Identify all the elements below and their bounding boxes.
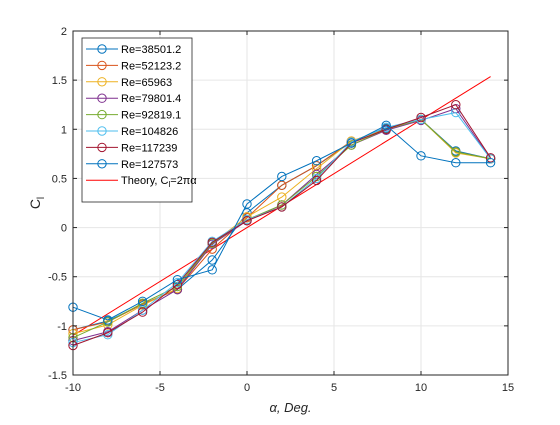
plot-frame bbox=[72, 30, 509, 376]
data-point bbox=[485, 158, 496, 168]
y-tick-label: 1 bbox=[61, 124, 67, 136]
legend-label: Re=92819.1 bbox=[121, 110, 181, 122]
data-point bbox=[172, 274, 183, 285]
legend-swatch-marker bbox=[97, 44, 107, 54]
data-point bbox=[103, 328, 113, 338]
legend-label: Re=117239 bbox=[121, 142, 177, 154]
legend-swatch-marker bbox=[97, 93, 107, 103]
legend-label: Theory, Cl=2πα bbox=[121, 175, 197, 189]
legend-item: Re=65963 bbox=[86, 77, 172, 89]
svg-text:Cl: Cl bbox=[27, 197, 47, 209]
data-point bbox=[311, 156, 322, 166]
legend-swatch-marker bbox=[97, 77, 107, 87]
data-point bbox=[416, 112, 426, 123]
y-tick-label: 0.5 bbox=[52, 173, 67, 185]
legend-swatch-marker bbox=[97, 126, 107, 136]
legend-label: Re=65963 bbox=[121, 77, 172, 89]
data-point bbox=[416, 151, 426, 161]
x-tick-label: -5 bbox=[155, 382, 165, 394]
data-point bbox=[451, 107, 461, 118]
legend-item: Re=52123.2 bbox=[86, 60, 181, 72]
data-point bbox=[207, 265, 217, 275]
data-point bbox=[311, 163, 322, 174]
legend-item: Re=79801.4 bbox=[86, 93, 181, 105]
y-tick-label: 0 bbox=[61, 223, 67, 235]
data-point bbox=[103, 320, 113, 330]
data-point bbox=[242, 215, 252, 226]
data-point bbox=[277, 192, 287, 202]
y-axis-label-sub: l bbox=[36, 197, 47, 199]
x-tick-label: -10 bbox=[65, 382, 81, 394]
x-tick-label: 0 bbox=[244, 382, 250, 394]
legend-label: Re=104826 bbox=[121, 126, 178, 138]
y-tick-label: 2 bbox=[61, 26, 67, 38]
data-point bbox=[137, 296, 148, 306]
legend-item: Re=92819.1 bbox=[86, 110, 181, 122]
data-point bbox=[207, 255, 217, 265]
legend-swatch-marker bbox=[97, 109, 107, 120]
y-tick-label: -0.5 bbox=[48, 272, 67, 284]
x-tick-label: 10 bbox=[415, 382, 427, 394]
legend-swatch-marker bbox=[97, 159, 107, 169]
x-axis-label: α, Deg. bbox=[269, 400, 311, 415]
y-tick-label: -1.5 bbox=[48, 370, 67, 382]
legend-label: Re=38501.2 bbox=[121, 44, 181, 56]
legend-label: Re=52123.2 bbox=[121, 60, 181, 72]
data-point bbox=[172, 279, 183, 290]
series-line bbox=[72, 124, 491, 321]
legend-item: Re=104826 bbox=[86, 126, 178, 138]
data-point bbox=[242, 199, 252, 209]
legend: Re=38501.2 Re=52123.2 Re=65963 Re=79801.4 Re… bbox=[81, 37, 197, 203]
legend-label: Re=127573 bbox=[121, 159, 178, 171]
data-point bbox=[451, 100, 461, 110]
data-point bbox=[451, 158, 461, 168]
data-point bbox=[485, 153, 496, 163]
legend-item-theory: Theory, Cl=2πα bbox=[86, 175, 197, 189]
data-point bbox=[137, 307, 148, 317]
data-point bbox=[451, 147, 461, 157]
series-layer bbox=[68, 100, 496, 351]
data-point bbox=[311, 175, 322, 186]
data-point bbox=[103, 315, 113, 325]
y-axis-label: Cl bbox=[27, 197, 47, 209]
data-point bbox=[381, 120, 391, 131]
legend-item: Re=38501.2 bbox=[86, 44, 181, 56]
legend-swatch-marker bbox=[97, 142, 107, 153]
legend-label: Re=79801.4 bbox=[121, 93, 181, 105]
x-tick-label: 5 bbox=[331, 382, 337, 394]
data-point bbox=[207, 237, 217, 248]
data-point bbox=[172, 284, 183, 295]
series-8 bbox=[68, 120, 496, 325]
ticks: -10 -5 0 5 10 15 -1.5 -1 -0.5 0 0.5 1 1.5 2 bbox=[48, 26, 514, 394]
y-tick-label: -1 bbox=[57, 321, 67, 333]
data-point bbox=[277, 202, 287, 212]
data-point bbox=[346, 138, 357, 148]
legend-item: Re=127573 bbox=[86, 159, 178, 171]
y-axis-label-main: C bbox=[27, 199, 43, 209]
data-point bbox=[277, 171, 287, 182]
legend-item: Re=117239 bbox=[86, 142, 177, 154]
legend-swatch-marker bbox=[97, 60, 107, 71]
x-tick-label: 15 bbox=[502, 382, 514, 394]
series-line bbox=[72, 104, 492, 346]
y-tick-label: 1.5 bbox=[52, 75, 67, 87]
